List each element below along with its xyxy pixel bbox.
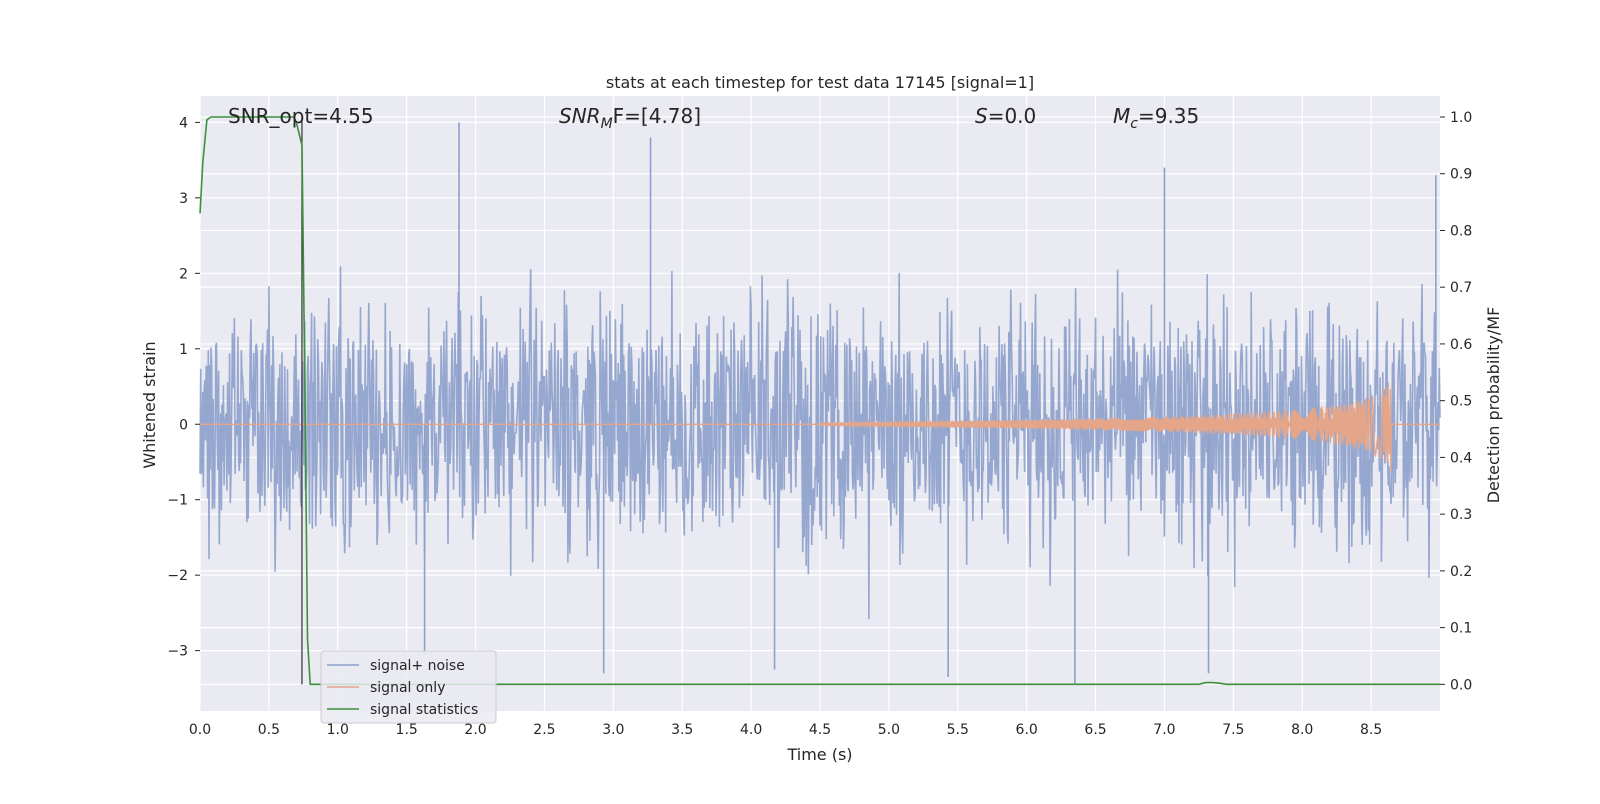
x-tick-label: 8.5 (1360, 722, 1382, 738)
y-axis-label-left: Whitened strain (140, 341, 159, 468)
x-tick-label: 0.0 (189, 722, 211, 738)
y-tick-label-left: 1 (179, 342, 188, 358)
y-tick-label-left: 2 (179, 266, 188, 282)
mc-subscript: c (1130, 116, 1138, 132)
y-tick-label-right: 0.6 (1450, 337, 1472, 353)
x-tick-label: 4.5 (809, 722, 831, 738)
signal-statistics-line (199, 116, 1440, 686)
y-tick-label-right: 0.1 (1450, 621, 1472, 637)
s-annotation: S=0.0 (975, 104, 1036, 128)
snr-opt-annotation: SNR_opt=4.55 (228, 104, 374, 128)
signal-only-trace (200, 382, 1440, 472)
legend-label-signal-statistics: signal statistics (370, 702, 478, 718)
legend-label-signal-noise: signal+ noise (370, 658, 465, 674)
x-tick-label: 7.5 (1222, 722, 1244, 738)
mc-suffix: =9.35 (1138, 104, 1199, 128)
s-prefix: S (975, 104, 988, 128)
x-tick-label: 3.0 (602, 722, 624, 738)
mc-prefix: M (1113, 104, 1130, 128)
chart-title: stats at each timestep for test data 171… (606, 73, 1034, 92)
y-tick-label-right: 0.5 (1450, 394, 1472, 410)
x-tick-label: 8.0 (1291, 722, 1313, 738)
x-tick-label: 4.0 (740, 722, 762, 738)
y-tick-label-right: 0.3 (1450, 507, 1472, 523)
legend: signal+ noise signal only signal statist… (320, 650, 497, 724)
snr-mf-suffix: F=[4.78] (613, 104, 701, 128)
signal-statistics-series (199, 116, 1440, 686)
y-tick-label-right: 0.2 (1450, 564, 1472, 580)
y-axis-label-right: Detection probability/MF (1484, 307, 1503, 504)
x-tick-label: 5.5 (947, 722, 969, 738)
y-tick-label-left: 3 (179, 191, 188, 207)
y-tick-label-right: 0.9 (1450, 167, 1472, 183)
y-tick-label-left: −2 (167, 568, 188, 584)
x-tick-label: 1.5 (396, 722, 418, 738)
signal-noise-trace (199, 266, 1441, 620)
y-tick-label-left: 0 (179, 417, 188, 433)
snr-mf-subscript: M (601, 116, 613, 132)
x-tick-label: 1.0 (327, 722, 349, 738)
x-axis-label: Time (s) (786, 745, 852, 764)
y-tick-label-left: 4 (179, 115, 188, 131)
legend-box (320, 650, 497, 724)
x-tick-label: 5.0 (878, 722, 900, 738)
x-tick-label: 7.0 (1153, 722, 1175, 738)
legend-label-signal-only: signal only (370, 680, 445, 696)
x-tick-label: 2.0 (464, 722, 486, 738)
snr-mf-annotation: SNRMF=[4.78] (559, 104, 701, 132)
y-tick-label-left: −3 (167, 644, 188, 660)
y-tick-label-right: 0.8 (1450, 223, 1472, 239)
y-tick-label-right: 0.0 (1450, 677, 1472, 693)
s-suffix: =0.0 (988, 104, 1037, 128)
x-tick-label: 3.5 (671, 722, 693, 738)
x-tick-label: 6.0 (1016, 722, 1038, 738)
signal-noise-series (199, 122, 1441, 685)
signal-only-series (200, 382, 1440, 472)
y-tick-label-right: 0.4 (1450, 450, 1472, 466)
snr-mf-prefix: SNR (559, 104, 601, 128)
y-tick-label-right: 0.7 (1450, 280, 1472, 296)
mc-annotation: Mc=9.35 (1113, 104, 1199, 132)
x-tick-label: 0.5 (258, 722, 280, 738)
x-tick-label: 6.5 (1084, 722, 1106, 738)
y-tick-label-right: 1.0 (1450, 110, 1472, 126)
x-tick-label: 2.5 (533, 722, 555, 738)
y-tick-label-left: −1 (167, 493, 188, 509)
axis-ticks: 0.0 0.5 1.0 1.5 2.0 2.5 3.0 3.5 4.0 4.5 5.0 5.5 6.0 6… (167, 110, 1472, 738)
